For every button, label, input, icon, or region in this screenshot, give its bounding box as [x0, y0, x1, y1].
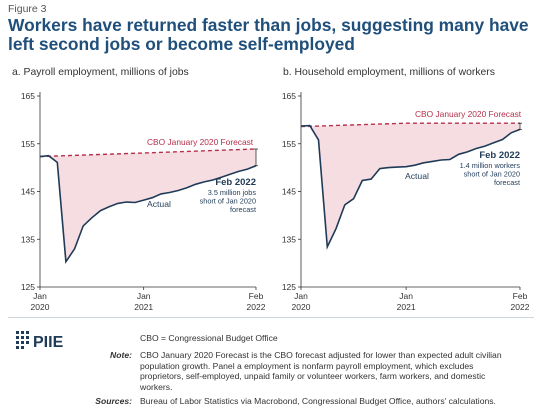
y-tick-label: 145 [21, 187, 35, 197]
charts-canvas: 165155145135125Jan2020Jan2021Feb2022CBO … [21, 91, 530, 312]
forecast-series-line [39, 148, 257, 158]
piie-logo: PIIE [14, 328, 84, 352]
note-line: proprietors, self-employed, unpaid famil… [140, 371, 486, 381]
x-tick-month-label: Jan [399, 291, 413, 301]
y-tick-label: 125 [21, 282, 35, 292]
gap-shaded-area [40, 149, 256, 262]
actual-series-line [39, 154, 257, 265]
y-tick-label: 145 [282, 187, 296, 197]
figure-label: Figure 3 [8, 3, 47, 15]
x-tick-year-label: 2021 [397, 302, 416, 312]
x-tick-year-label: 2022 [511, 302, 530, 312]
logo-text: PIIE [33, 334, 64, 351]
forecast-series-label: CBO January 2020 Forecast [415, 109, 522, 119]
annotation-text-line: forecast [230, 205, 256, 214]
note-line: workers. [140, 381, 173, 392]
x-tick-month-label: Jan [294, 291, 308, 301]
annotation-text-line: 1.4 million workers [460, 161, 521, 170]
actual-series-label: Actual [147, 199, 171, 209]
y-tick-label: 155 [21, 139, 35, 149]
x-tick-year-label: 2020 [31, 302, 50, 312]
y-tick-label: 155 [282, 139, 296, 149]
panel-b-title: b. Household employment, millions of wor… [283, 67, 495, 78]
note-line: CBO January 2020 Forecast is the CBO for… [140, 350, 502, 360]
panel-a-title: a. Payroll employment, millions of jobs [12, 67, 189, 78]
annotation-text-line: short of Jan 2020 [464, 170, 520, 179]
x-tick-month-label: Feb [513, 291, 528, 301]
x-tick-year-label: 2020 [292, 302, 311, 312]
annotation-date: Feb 2022 [215, 177, 256, 188]
x-tick-month-label: Jan [33, 291, 47, 301]
y-tick-label: 125 [282, 282, 296, 292]
gap-shaded-area [301, 123, 520, 247]
sources-text: Bureau of Labor Statistics via Macrobond… [140, 396, 496, 406]
note-line: population growth. Panel a employment is… [140, 360, 474, 371]
footer-divider [8, 317, 534, 318]
note-text: CBO January 2020 Forecast is the CBO for… [140, 350, 532, 392]
x-tick-month-label: Jan [137, 291, 151, 301]
y-tick-label: 135 [282, 234, 296, 244]
actual-series-line [300, 124, 521, 250]
y-tick-label: 135 [21, 234, 35, 244]
figure-title: Workers have returned faster than jobs, … [8, 15, 529, 54]
x-tick-year-label: 2021 [134, 302, 153, 312]
annotation-text-line: short of Jan 2020 [200, 197, 256, 206]
abbreviation-note: CBO = Congressional Budget Office [140, 333, 278, 343]
forecast-series-label: CBO January 2020 Forecast [147, 137, 254, 147]
annotation-date: Feb 2022 [479, 150, 520, 161]
annotation-text-line: 3.5 million jobs [208, 188, 257, 197]
annotation-text-line: forecast [494, 178, 520, 187]
sources-label: Sources: [95, 396, 132, 406]
piie-logo-icon: PIIE [16, 331, 64, 351]
note-label: Note: [110, 350, 132, 360]
y-tick-label: 165 [282, 91, 296, 101]
forecast-series-line [300, 122, 520, 128]
y-tick-label: 165 [21, 91, 35, 101]
actual-series-label: Actual [405, 171, 429, 181]
x-tick-month-label: Feb [249, 291, 264, 301]
x-tick-year-label: 2022 [247, 302, 266, 312]
